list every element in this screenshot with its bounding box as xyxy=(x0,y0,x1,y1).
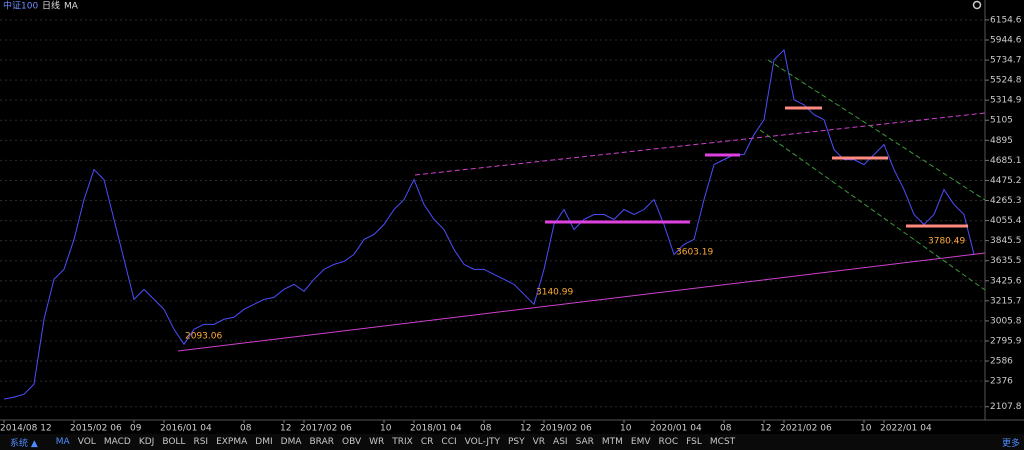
x-tick-label: 2020/01 04 xyxy=(650,424,702,434)
period: 日线 xyxy=(42,0,60,12)
chart: 中证100 日线 MA 6154.6 5944.6 5734.7 5524.8 5314… xyxy=(0,0,1024,434)
tab[interactable]: ASI xyxy=(553,437,568,447)
y-tick-label: 2795.9 xyxy=(990,336,1022,346)
indicator: MA xyxy=(64,2,79,12)
tab[interactable]: CCI xyxy=(441,437,457,447)
y-tick-label: 5734.7 xyxy=(990,56,1022,66)
tab[interactable]: DMA xyxy=(280,437,302,447)
x-tick-label: 2017/02 06 xyxy=(300,424,352,434)
y-tick-label: 3005.8 xyxy=(990,316,1022,326)
x-tick-label: 09 xyxy=(130,424,142,434)
x-tick-label: 2022/01 04 xyxy=(880,424,932,434)
y-tick-label: 5524.8 xyxy=(990,76,1022,86)
y-tick-label: 4265.3 xyxy=(990,196,1022,206)
settings-icon[interactable] xyxy=(972,0,982,10)
y-tick-label: 2107.8 xyxy=(990,402,1022,412)
x-tick-label: 08 xyxy=(480,424,492,434)
tab[interactable]: 系统 ▲ xyxy=(10,438,38,449)
channel-line xyxy=(767,59,986,201)
tab[interactable]: RSI xyxy=(193,437,209,447)
tab[interactable]: ROC xyxy=(658,437,679,447)
y-tick-label: 4475.2 xyxy=(990,176,1022,186)
x-tick-label: 2019/02 06 xyxy=(540,424,592,434)
background xyxy=(0,0,1024,434)
y-tick-label: 4685.1 xyxy=(990,156,1022,166)
tab[interactable]: MTM xyxy=(601,437,623,447)
y-tick-label: 6154.6 xyxy=(990,15,1022,25)
tab[interactable]: TRIX xyxy=(392,437,413,447)
y-tick-label: 4055.4 xyxy=(990,216,1022,226)
y-tick-label: 5105 xyxy=(990,116,1013,126)
y-tick-label: 4895 xyxy=(990,136,1013,146)
tab[interactable]: MA xyxy=(55,437,70,447)
x-tick-label: 12 xyxy=(760,424,771,434)
trend-line xyxy=(177,252,986,352)
plot-area: 6154.6 5944.6 5734.7 5524.8 5314.9 5105 4895 46… xyxy=(0,15,1022,434)
x-tick-label: 10 xyxy=(620,424,632,434)
instrument-name: 中证100 xyxy=(3,0,38,12)
x-tick-label: 12 xyxy=(280,424,291,434)
x-tick-label: 12 xyxy=(520,424,531,434)
annotation: 3603.19 xyxy=(676,248,713,258)
y-tick-label: 3425.6 xyxy=(990,276,1022,286)
y-tick-label: 2376 xyxy=(990,377,1013,387)
x-tick-label: 10 xyxy=(860,424,872,434)
x-tick-label: 2015/02 06 xyxy=(70,424,122,434)
tab[interactable]: EXPMA xyxy=(216,437,248,447)
indicator-tabs: 系统 ▲ MA VOL MACD KDJ BOLL RSI EXPMA DMI DMA BRAR OB… xyxy=(0,434,1024,450)
x-tick-label: 08 xyxy=(720,424,732,434)
y-tick-label: 2586 xyxy=(990,357,1013,367)
x-tick-label: 08 xyxy=(240,424,252,434)
x-tick-label: 10 xyxy=(380,424,392,434)
tab[interactable]: MACD xyxy=(103,437,131,447)
tab[interactable]: VR xyxy=(532,437,546,447)
tab[interactable]: WR xyxy=(369,437,385,447)
y-tick-label: 3845.5 xyxy=(990,236,1022,246)
y-tick-label: 5944.6 xyxy=(990,35,1022,45)
tab[interactable]: OBV xyxy=(341,437,362,447)
y-tick-label: 3635.5 xyxy=(990,256,1022,266)
y-tick-label: 5314.9 xyxy=(990,96,1022,106)
price-line xyxy=(3,48,975,400)
y-tick-label: 3215.7 xyxy=(990,296,1022,306)
tab[interactable]: BOLL xyxy=(162,437,186,447)
tab[interactable]: PSY xyxy=(507,437,525,447)
tab[interactable]: VOL xyxy=(77,437,96,447)
x-tick-label: 2014/08 12 xyxy=(0,424,52,434)
x-tick-label: 2016/01 04 xyxy=(160,424,212,434)
channel-line xyxy=(759,129,986,291)
tab[interactable]: EMV xyxy=(630,437,651,447)
tab[interactable]: CR xyxy=(420,437,434,447)
x-tick-label: 2021/02 06 xyxy=(780,424,832,434)
tab[interactable]: MCST xyxy=(709,437,736,447)
tab[interactable]: BRAR xyxy=(309,437,334,447)
tab[interactable]: FSL xyxy=(686,437,702,447)
tab[interactable]: KDJ xyxy=(138,437,155,447)
annotation: 3140.99 xyxy=(536,288,573,298)
tab[interactable]: 更多 xyxy=(1001,438,1020,449)
tab[interactable]: DMI xyxy=(255,437,273,447)
x-tick-label: 2018/01 04 xyxy=(410,424,462,434)
annotation: 2093.06 xyxy=(185,332,222,342)
annotation: 3780.49 xyxy=(928,237,965,247)
tab[interactable]: SAR xyxy=(575,437,594,447)
tab[interactable]: VOL-JTY xyxy=(464,437,500,447)
